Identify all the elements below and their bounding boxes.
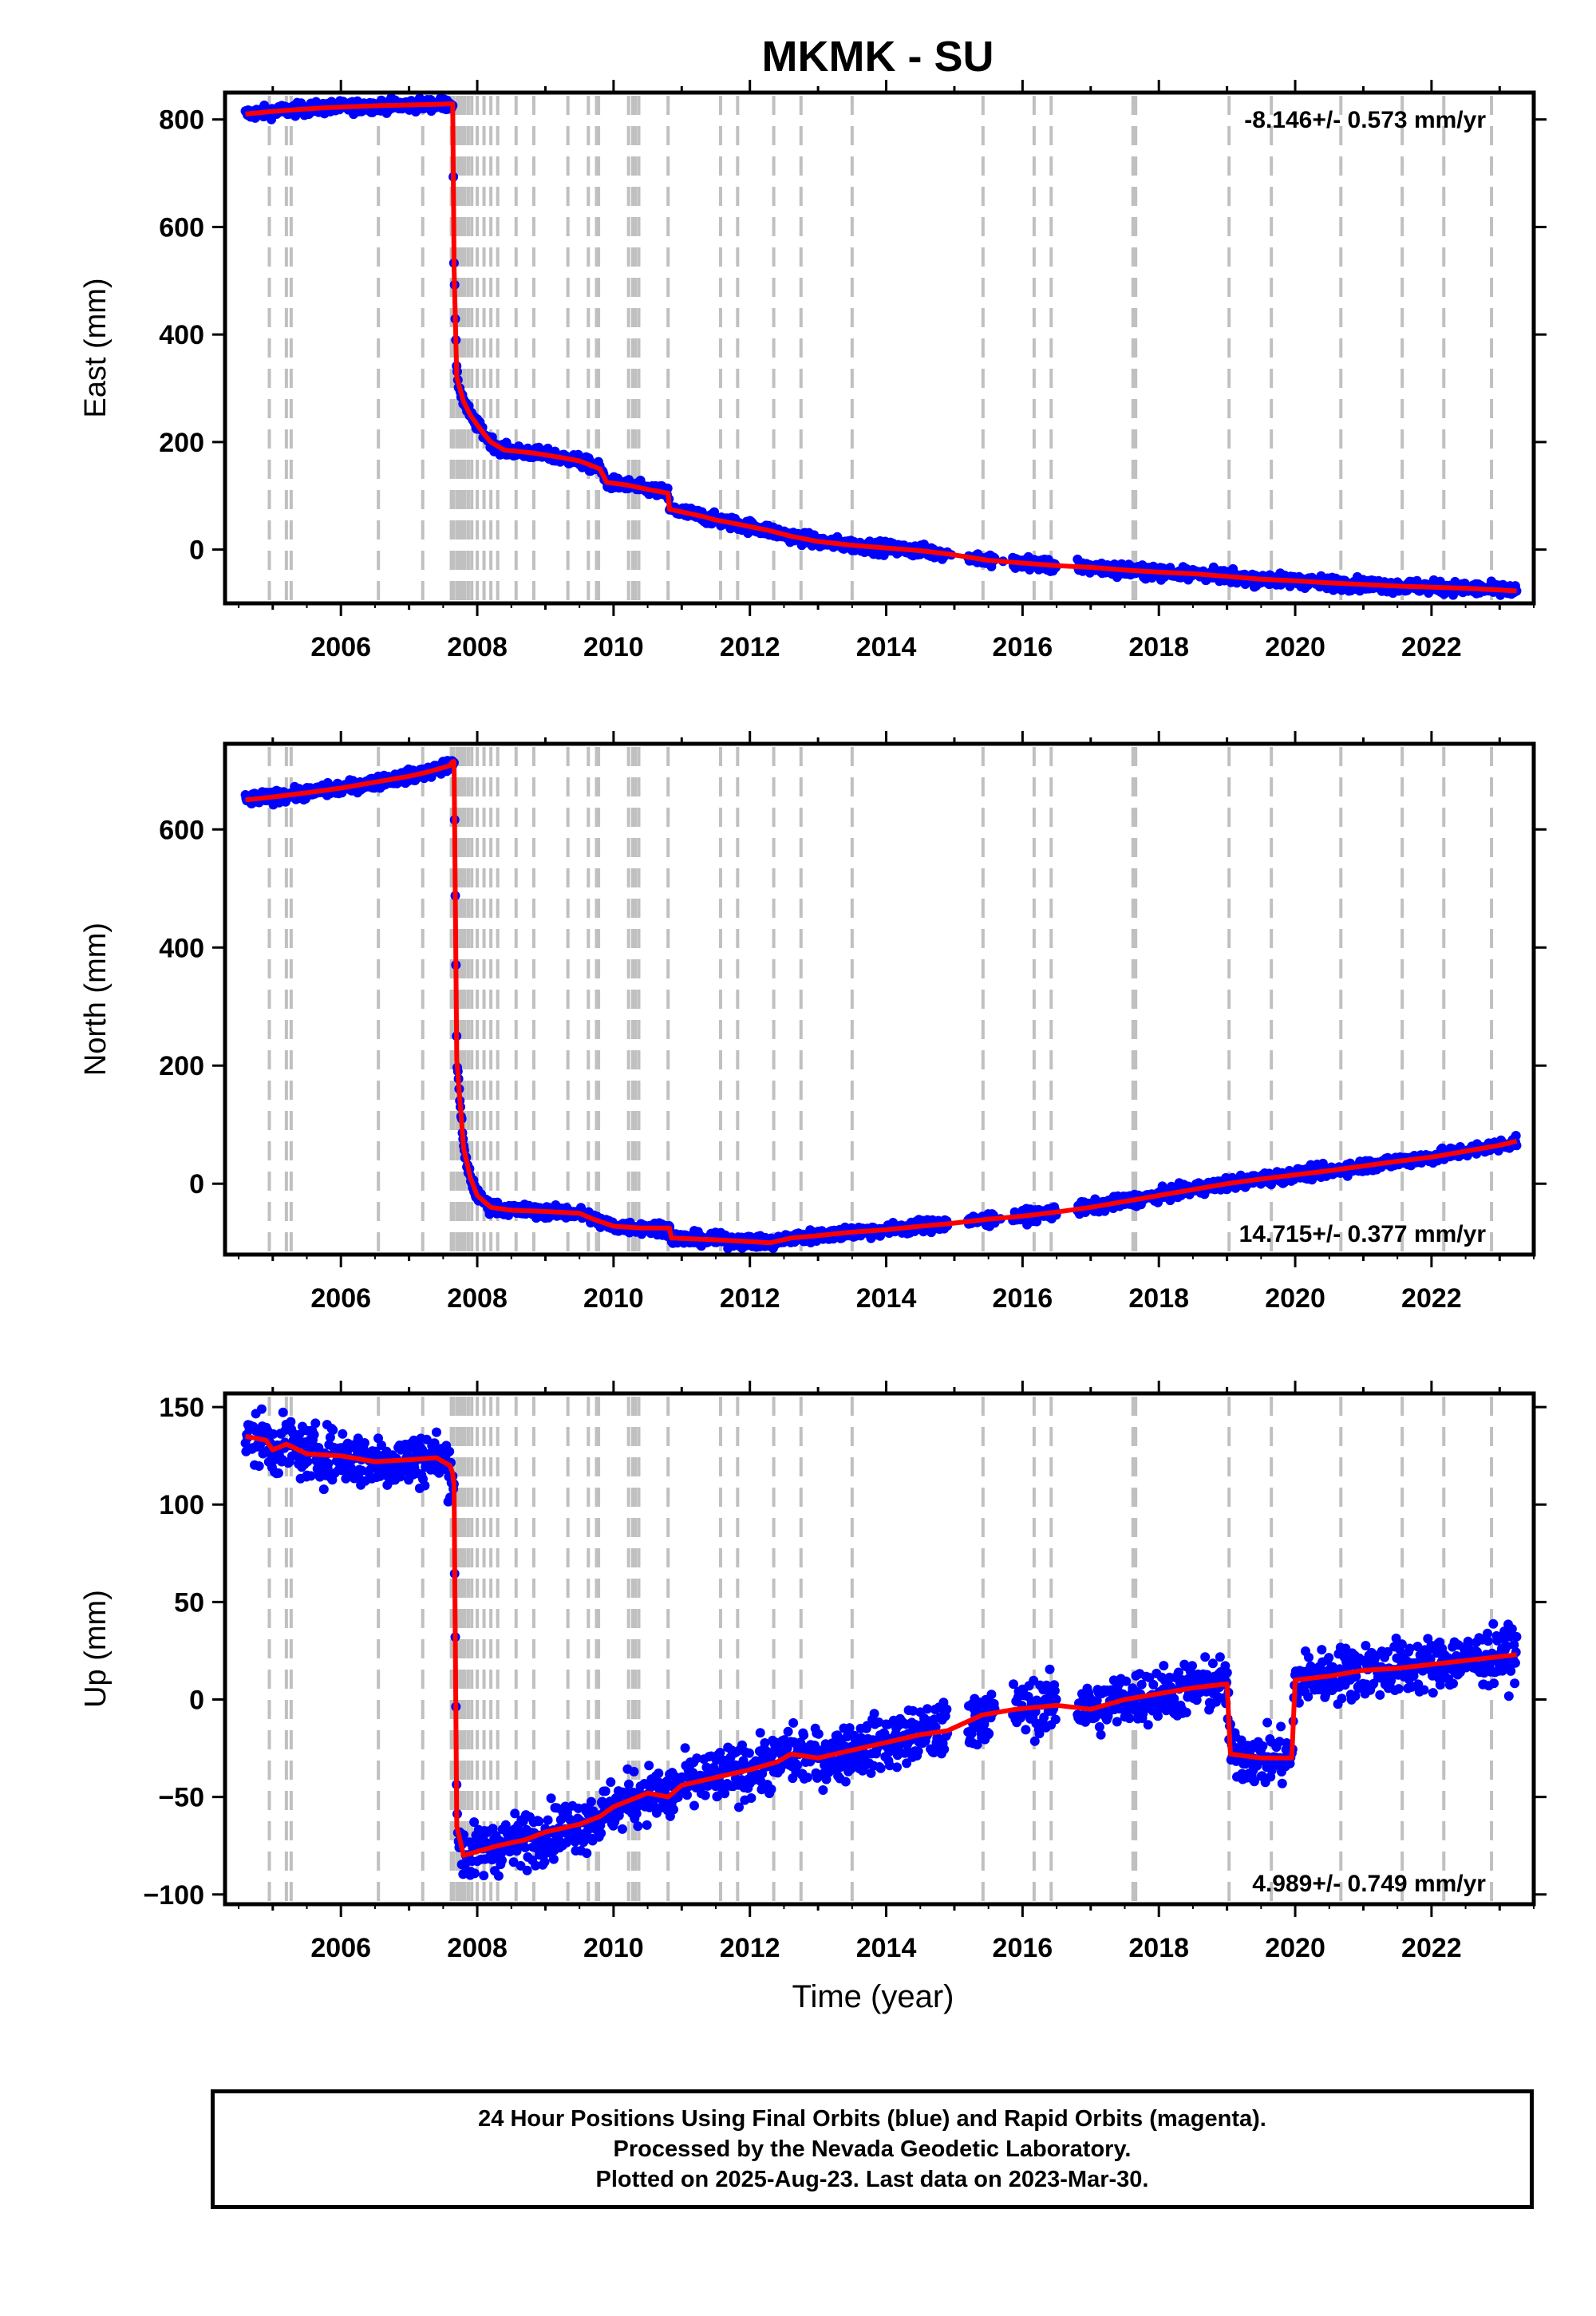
data-point (617, 1824, 627, 1834)
panel-1: 0 200 400 600 800 2006 2008 2010 2012 2014 2016 201… (79, 80, 1547, 662)
x-tick-label: 2008 (447, 1283, 508, 1314)
data-point (546, 1793, 556, 1804)
x-tick-label: 2020 (1265, 632, 1325, 662)
data-point (444, 1446, 455, 1456)
x-tick-label: 2012 (720, 632, 780, 662)
data-point (306, 1471, 316, 1481)
data-point (309, 1429, 319, 1440)
data-point (497, 1856, 507, 1865)
y-tick-label: 800 (159, 105, 204, 136)
data-point (680, 1743, 690, 1753)
x-tick-label: 2010 (583, 1283, 644, 1314)
rate-label: 14.715+/- 0.377 mm/yr (1239, 1221, 1487, 1247)
data-point (606, 1777, 616, 1787)
data-point (534, 1816, 544, 1827)
x-tick-label: 2010 (583, 632, 644, 662)
data-point (629, 1766, 639, 1777)
y-tick-label: 600 (159, 212, 204, 243)
x-tick-label: 2018 (1128, 632, 1189, 662)
data-point (689, 1800, 699, 1811)
data-point (642, 1820, 652, 1830)
data-point (654, 1769, 664, 1778)
x-tick-label: 2022 (1401, 1283, 1462, 1314)
data-point (543, 1815, 553, 1825)
rate-label: -8.146+/- 0.573 mm/yr (1244, 107, 1486, 133)
data-point (644, 1761, 654, 1771)
data-point (479, 1871, 489, 1881)
data-point (582, 1848, 592, 1859)
data-point (792, 1761, 802, 1771)
data-point (586, 1796, 596, 1807)
data-point (746, 1793, 757, 1803)
y-tick-label: 200 (159, 428, 204, 458)
data-point (310, 1418, 321, 1429)
data-point (766, 1784, 776, 1794)
data-point (539, 1857, 550, 1867)
data-point (254, 1461, 264, 1471)
data-point (328, 1425, 338, 1435)
y-axis-label: North (mm) (79, 923, 113, 1076)
y-tick-label: 0 (189, 536, 204, 566)
data-point (669, 1804, 678, 1815)
y-tick-label: 200 (159, 1051, 204, 1081)
x-tick-label: 2012 (720, 1283, 780, 1314)
model-line (245, 759, 1518, 1246)
data-point (803, 1773, 812, 1783)
data-point (720, 1788, 730, 1799)
data-point (278, 1407, 288, 1417)
data-point (633, 1821, 643, 1832)
data-point (469, 1868, 480, 1879)
x-tick-label: 2016 (993, 1283, 1053, 1314)
data-point (420, 1480, 430, 1491)
data-point (318, 1484, 329, 1495)
x-tick-label: 2008 (447, 632, 508, 662)
panel-2: 0 200 400 600 2006 2008 2010 2012 2014 2016 2018 20… (79, 731, 1547, 1314)
x-tick-label: 2022 (1401, 632, 1462, 662)
data-point (338, 1429, 348, 1439)
data-point (682, 1790, 692, 1800)
data-point (522, 1865, 532, 1875)
data-point (755, 1728, 765, 1738)
data-point (323, 1458, 334, 1468)
data-points-group (240, 1404, 1522, 1881)
x-tick-label: 2018 (1128, 1283, 1189, 1314)
x-tick-label: 2006 (310, 1283, 371, 1314)
data-point (432, 1427, 441, 1437)
y-tick-label: 0 (189, 1169, 204, 1199)
x-tick-label: 2014 (856, 1283, 917, 1314)
data-points-group (240, 756, 1522, 1254)
data-point (274, 1468, 283, 1478)
data-point (700, 1790, 710, 1800)
data-point (600, 1786, 610, 1796)
data-point (596, 1828, 606, 1838)
x-tick-label: 2016 (993, 632, 1053, 662)
y-tick-label: 600 (159, 815, 204, 845)
plot-frame (223, 90, 1536, 606)
x-tick-label: 2020 (1265, 1283, 1325, 1314)
data-point (256, 1404, 267, 1414)
data-point (493, 1871, 504, 1881)
data-point (548, 1854, 559, 1864)
y-tick-label: 400 (159, 320, 204, 350)
data-points-group (240, 93, 1522, 600)
data-point (359, 1438, 369, 1448)
data-point (783, 1726, 793, 1737)
x-tick-label: 2006 (310, 632, 371, 662)
y-axis-label: East (mm) (79, 278, 113, 417)
data-point (788, 1717, 799, 1728)
x-tick-label: 2014 (856, 632, 917, 662)
data-point (818, 1785, 828, 1795)
data-point (744, 1748, 754, 1758)
data-point (302, 1456, 313, 1467)
data-point (840, 1777, 851, 1787)
data-point (624, 1779, 634, 1789)
data-point (813, 1729, 824, 1739)
data-point (799, 1730, 809, 1741)
y-tick-label: 400 (159, 933, 204, 963)
model-line (245, 101, 1517, 594)
